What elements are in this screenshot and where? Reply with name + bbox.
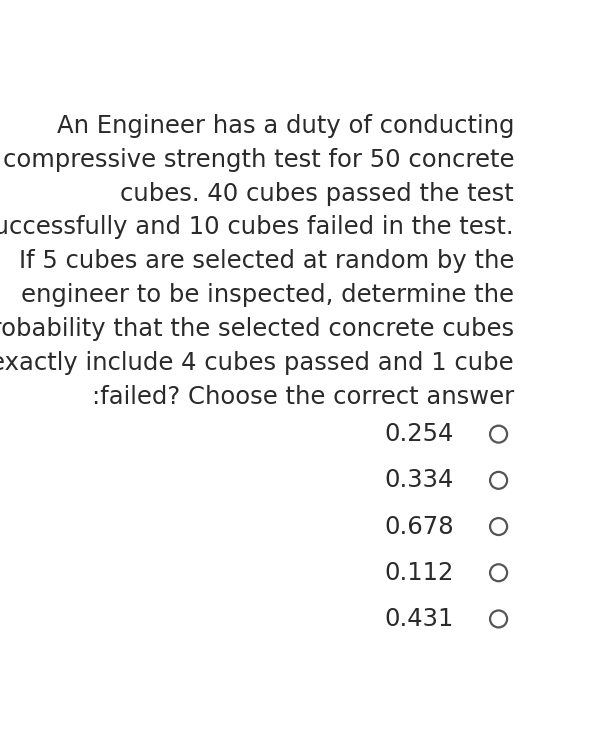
Text: 0.334: 0.334 <box>384 468 454 492</box>
Text: 0.254: 0.254 <box>384 422 454 446</box>
Text: 0.112: 0.112 <box>384 561 454 584</box>
Text: 0.678: 0.678 <box>384 515 454 538</box>
Text: An Engineer has a duty of conducting
compressive strength test for 50 concrete
c: An Engineer has a duty of conducting com… <box>0 114 514 409</box>
Text: 0.431: 0.431 <box>384 607 454 631</box>
